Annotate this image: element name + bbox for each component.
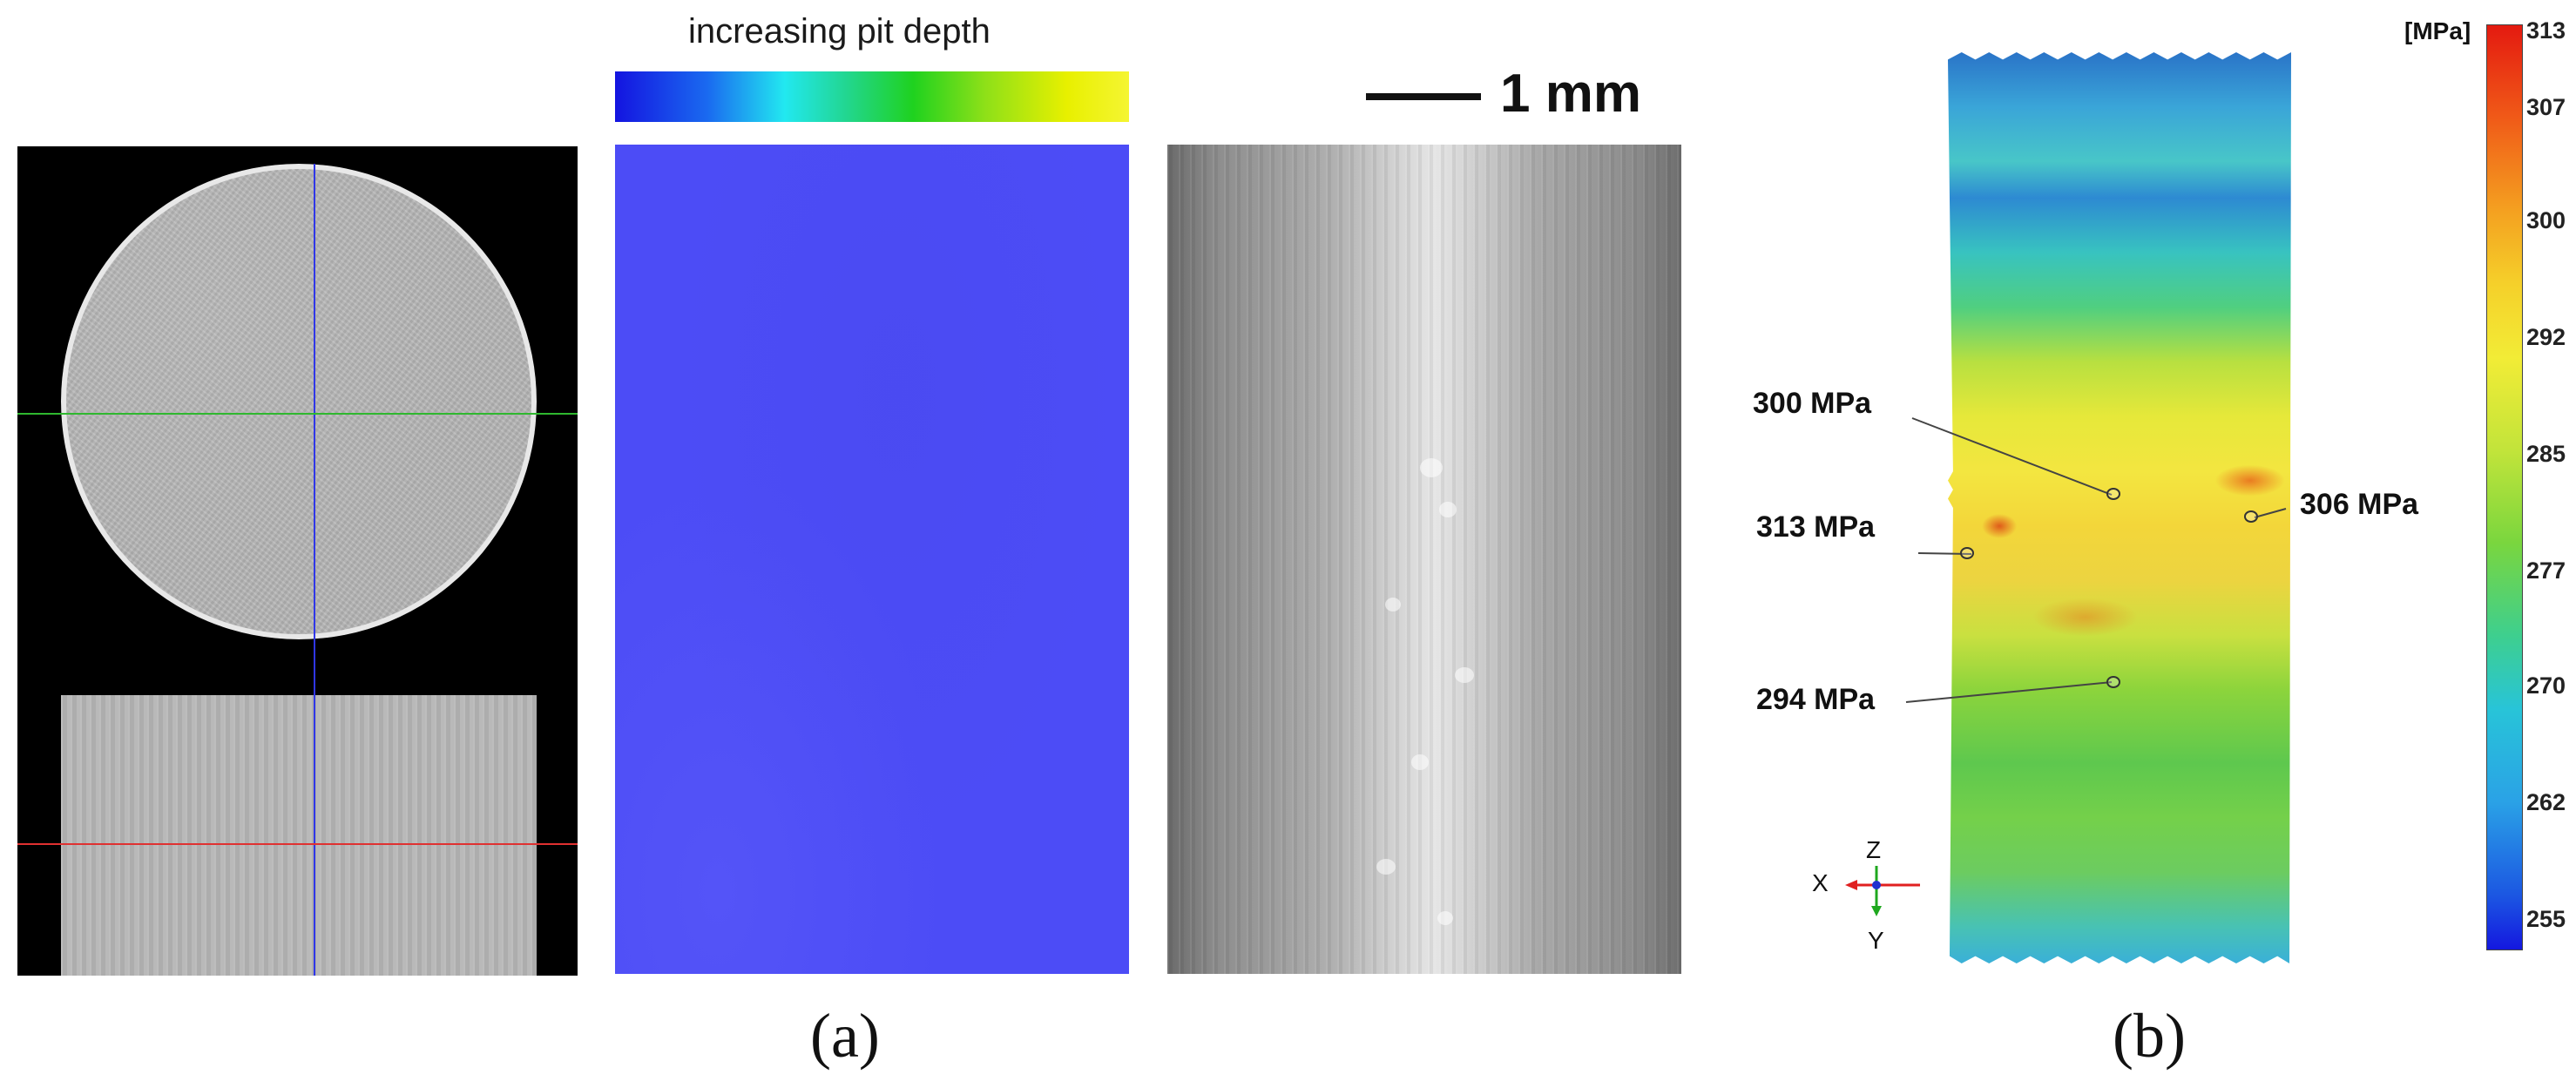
ct-cross-section (61, 164, 537, 639)
axis-x-label: X (1812, 869, 1829, 896)
colorbar-tick: 270 (2526, 672, 2566, 699)
x-axis-head (1845, 880, 1857, 890)
surface-pit (1385, 598, 1401, 612)
axis-z-label: Z (1866, 836, 1882, 863)
scale-bar-line (1366, 93, 1481, 100)
measure-point (2244, 510, 2258, 523)
panel-b-caption: (b) (2113, 1001, 2186, 1071)
ct-longitudinal-section (61, 695, 537, 976)
scale-bar-label: 1 mm (1500, 64, 1641, 124)
colorbar-tick: 292 (2526, 324, 2566, 350)
callout-294: 294 MPa (1756, 683, 1876, 716)
measure-point (2106, 676, 2120, 688)
callout-313: 313 MPa (1756, 510, 1876, 544)
surface-pit (1439, 502, 1457, 517)
axis-y-label: Y (1868, 927, 1884, 954)
surface-pit (1411, 754, 1429, 770)
y-axis-head (1871, 906, 1882, 916)
pit-depth-colorbar (615, 71, 1129, 122)
stress-colorbar (2486, 24, 2523, 950)
measure-point (1960, 547, 1974, 559)
leader-306 (2254, 508, 2287, 518)
ct-horizontal-slice-line-green (17, 413, 578, 415)
surface-pit (1420, 458, 1443, 477)
panel-a-caption: (a) (810, 1001, 880, 1071)
measure-point (2106, 488, 2120, 500)
colorbar-tick: 307 (2526, 94, 2566, 120)
colorbar-tick: 285 (2526, 441, 2566, 467)
surface-pit (1437, 911, 1453, 925)
surface-3d-render (1167, 145, 1681, 974)
z-axis-dot (1872, 881, 1881, 889)
stress-distribution-cylinder (1948, 52, 2291, 963)
leader-294 (1905, 681, 2113, 703)
pit-depth-colorbar-label: increasing pit depth (688, 12, 991, 51)
surface-pit (1376, 859, 1396, 875)
leader-300 (1911, 417, 2113, 496)
surface-texture (1167, 145, 1681, 974)
colorbar-tick: 313 (2526, 17, 2566, 44)
colorbar-tick: 300 (2526, 207, 2566, 233)
colorbar-tick: 262 (2526, 789, 2566, 815)
callout-306: 306 MPa (2300, 488, 2419, 521)
colorbar-tick: 277 (2526, 558, 2566, 584)
surface-pit (1455, 667, 1474, 683)
ct-horizontal-slice-line-red (17, 843, 578, 845)
ct-vertical-slice-line (314, 164, 315, 976)
callout-300: 300 MPa (1753, 387, 1872, 420)
pit-depth-map (615, 145, 1129, 974)
stress-unit-label: [MPa] (2404, 17, 2471, 44)
ct-scan-panel (17, 146, 578, 976)
colorbar-tick: 255 (2526, 906, 2566, 932)
